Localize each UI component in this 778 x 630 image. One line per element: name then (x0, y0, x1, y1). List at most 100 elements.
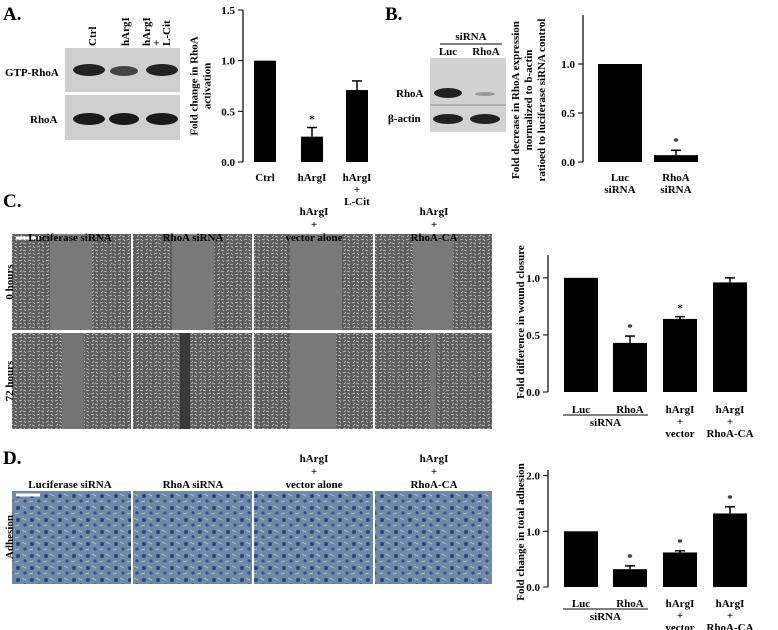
blot-a (65, 48, 180, 140)
text-line: RhoA-CA (706, 428, 753, 440)
group-label: siRNA (455, 31, 486, 43)
micrographs-c (12, 234, 492, 429)
bar (301, 136, 323, 162)
bar (346, 90, 368, 162)
text-line: RhoA-CA (410, 479, 457, 491)
y-tick-label: 1.0 (526, 273, 540, 285)
text-line: ratioed to luciferase siRNA control (536, 19, 548, 182)
y-tick-label: 0.5 (561, 108, 575, 120)
bar (713, 513, 747, 587)
text-line: + (354, 184, 360, 196)
column-label: RhoA siRNA (163, 232, 224, 244)
text-line: + (151, 40, 163, 46)
bar (254, 60, 276, 162)
column-label: RhoA siRNA (163, 479, 224, 491)
text-line: hArgI (420, 453, 449, 465)
row-label: RhoA (30, 114, 58, 126)
x-tick-label: hArgI (298, 172, 327, 184)
row-label: Adhesion (4, 515, 16, 559)
text-line: hArgI (716, 404, 745, 416)
text-line: vector alone (286, 232, 343, 244)
x-tick-label: Luc siRNA (604, 172, 635, 196)
x-tick-label: hArgI + RhoA-CA (706, 404, 753, 440)
text-line: Fold change in RhoA (189, 36, 201, 135)
y-axis-label: Fold difference in wound closure (515, 245, 527, 399)
significance-star: * (673, 136, 679, 148)
column-label: hArgI + RhoA-CA (410, 206, 457, 244)
bar (598, 64, 642, 162)
row-label: RhoA (396, 88, 424, 100)
bar (663, 552, 697, 587)
y-axis-label: Fold decrease in RhoA expressionnormaliz… (510, 19, 548, 182)
y-tick-label: 0.5 (526, 330, 540, 342)
column-label: Luciferase siRNA (28, 232, 111, 244)
y-tick-label: 0.0 (561, 157, 575, 169)
significance-star: * (627, 322, 633, 334)
y-axis-label: Fold change in RhoAactivation (189, 36, 214, 135)
x-tick-label: RhoA (616, 404, 644, 416)
text-line: + (311, 466, 317, 478)
significance-star: * (677, 303, 683, 315)
blot-b (430, 43, 506, 132)
y-tick-label: 1.0 (221, 56, 235, 68)
text-line: hArgI (343, 172, 372, 184)
text-line: hArgI (300, 206, 329, 218)
column-label: hArgI + RhoA-CA (410, 453, 457, 491)
bar (654, 155, 698, 162)
y-tick-label: 0.0 (526, 387, 540, 399)
y-tick-label: 1.0 (561, 59, 575, 71)
x-tick-label: hArgI + L-Cit (343, 172, 372, 208)
text-line: hArgI (141, 17, 153, 46)
text-line: RhoA (662, 172, 690, 184)
text-line: hArgI (666, 598, 695, 610)
row-label: 72 hours (4, 360, 16, 401)
panel-label: B. (385, 4, 402, 25)
text-line: activation (202, 63, 214, 109)
y-tick-label: 0.0 (221, 157, 235, 169)
text-line: hArgI (300, 453, 329, 465)
text-line: siRNA (660, 184, 691, 196)
text-line: + (677, 416, 683, 428)
column-label: hArgI + vector alone (286, 206, 343, 244)
bar (613, 569, 647, 587)
text-line: + (677, 610, 683, 622)
text-line: siRNA (604, 184, 635, 196)
lane-label: Luc (439, 46, 457, 58)
significance-star: * (677, 537, 683, 549)
text-line: hArgI (666, 404, 695, 416)
text-line: RhoA-CA (410, 232, 457, 244)
y-tick-label: 1.0 (526, 526, 540, 538)
panel-label: C. (3, 191, 21, 212)
bar (663, 318, 697, 392)
bar (564, 531, 598, 587)
bar (613, 342, 647, 392)
row-label: 0 hours (4, 264, 16, 300)
x-tick-label: hArgI + vector (665, 598, 694, 630)
x-tick-label: RhoA (616, 598, 644, 610)
x-tick-label: hArgI + RhoA-CA (706, 598, 753, 630)
y-tick-label: 2.0 (526, 471, 540, 483)
x-tick-label: Ctrl (255, 172, 275, 184)
text-line: hArgI (420, 206, 449, 218)
x-tick-label: Luc (572, 598, 590, 610)
text-line: + (431, 466, 437, 478)
group-label: siRNA (590, 611, 621, 623)
significance-star: * (309, 114, 315, 126)
text-line: L-Cit (161, 20, 173, 46)
text-line: Luc (611, 172, 629, 184)
lane-label: Ctrl (87, 26, 99, 46)
text-line: hArgI (716, 598, 745, 610)
column-label: hArgI + vector alone (286, 453, 343, 491)
x-tick-label: Luc (572, 404, 590, 416)
lane-label: RhoA (472, 46, 500, 58)
group-label: siRNA (590, 417, 621, 429)
text-line: vector (665, 428, 694, 440)
y-axis-label: Fold change in total adhesion (515, 463, 527, 601)
row-label: β-actin (388, 113, 421, 125)
y-tick-label: 0.5 (221, 106, 235, 118)
x-tick-label: hArgI + vector (665, 404, 694, 440)
text-line: vector (665, 622, 694, 630)
panel-label: A. (3, 4, 21, 25)
text-line: Fold decrease in RhoA expression (510, 21, 522, 179)
significance-star: * (627, 552, 633, 564)
